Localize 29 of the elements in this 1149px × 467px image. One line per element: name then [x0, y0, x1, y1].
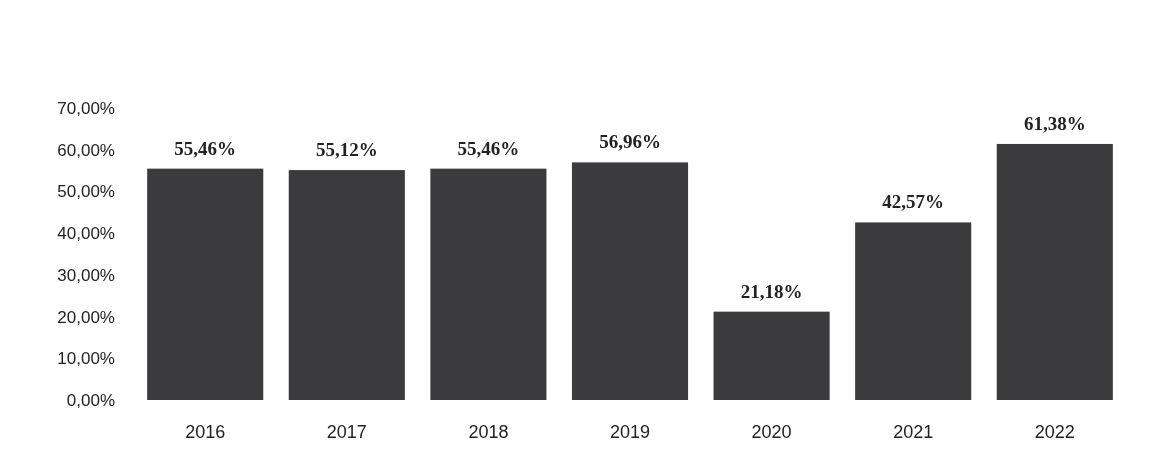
x-tick-label: 2021	[893, 422, 934, 442]
x-tick-label: 2018	[468, 422, 509, 442]
bar	[430, 168, 547, 400]
y-tick-label: 10,00%	[57, 349, 115, 369]
y-tick-label: 60,00%	[57, 140, 115, 160]
bar	[288, 170, 405, 400]
bar	[147, 168, 264, 400]
data-label: 42,57%	[882, 191, 945, 213]
bar	[571, 162, 689, 400]
y-tick-label: 50,00%	[57, 182, 115, 202]
bar	[855, 222, 972, 400]
y-tick-label: 40,00%	[57, 224, 115, 244]
data-label: 55,46%	[457, 137, 520, 159]
data-label: 61,38%	[1023, 112, 1086, 134]
bar	[713, 311, 830, 400]
y-tick-label: 20,00%	[57, 307, 115, 327]
x-tick-label: 2016	[185, 422, 226, 442]
bar	[996, 143, 1113, 400]
data-label: 21,18%	[740, 280, 803, 302]
data-label: 55,12%	[315, 139, 378, 161]
y-tick-label: 30,00%	[57, 265, 115, 285]
data-label: 56,96%	[599, 131, 661, 153]
x-tick-label: 2022	[1034, 422, 1075, 442]
x-tick-label: 2017	[326, 422, 367, 442]
y-tick-label: 70,00%	[57, 98, 115, 118]
x-tick-label: 2020	[751, 422, 792, 442]
y-tick-label: 0,00%	[66, 390, 115, 410]
x-tick-label: 2019	[609, 422, 651, 442]
data-label: 55,46%	[174, 137, 237, 159]
